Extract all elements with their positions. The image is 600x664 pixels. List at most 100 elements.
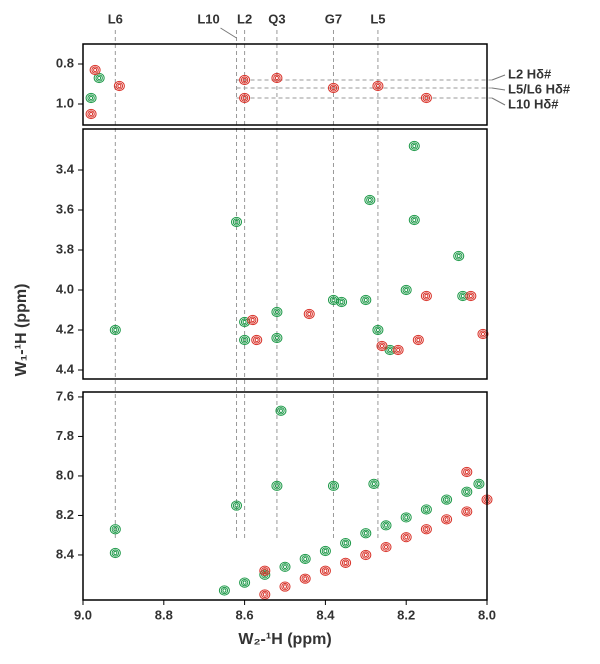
contour <box>273 334 281 342</box>
contour <box>475 480 483 488</box>
contour <box>343 560 348 566</box>
peak <box>109 524 121 535</box>
contour <box>372 324 384 336</box>
contour <box>364 194 376 206</box>
contour <box>331 85 336 91</box>
y-tick-label: 8.0 <box>56 467 74 482</box>
contour <box>336 296 348 308</box>
contour <box>341 559 350 567</box>
y-tick-label: 4.4 <box>56 361 75 376</box>
contour <box>240 578 249 587</box>
contour <box>412 334 424 346</box>
contour <box>87 94 95 102</box>
x-axis-label: W₂-¹H (ppm) <box>238 631 331 648</box>
contour <box>262 568 267 574</box>
contour <box>239 92 251 104</box>
contour <box>374 82 382 90</box>
contour <box>380 520 392 531</box>
contour <box>424 95 429 101</box>
peak <box>279 581 291 592</box>
contour <box>424 293 429 299</box>
contour <box>464 469 469 475</box>
contour <box>283 564 287 570</box>
contour <box>360 294 372 306</box>
peak <box>319 545 331 557</box>
y-tick-label: 4.2 <box>56 321 74 336</box>
contour <box>473 478 485 489</box>
contour <box>274 483 279 489</box>
contour <box>222 588 227 593</box>
peak <box>372 324 384 336</box>
contour <box>329 84 338 92</box>
contour <box>89 95 94 101</box>
contour <box>444 497 449 502</box>
contour <box>109 524 121 535</box>
peak <box>376 340 388 352</box>
contour <box>240 336 249 344</box>
peak <box>327 480 339 491</box>
contour <box>277 407 285 415</box>
contour <box>378 342 386 350</box>
contour <box>271 306 283 318</box>
contour <box>113 80 125 92</box>
panel-frame <box>82 128 488 380</box>
peak <box>303 308 315 320</box>
contour <box>299 573 311 584</box>
peak <box>461 466 473 478</box>
peak <box>360 528 372 539</box>
contour <box>274 309 279 315</box>
peak <box>420 504 432 515</box>
contour <box>254 337 259 343</box>
peak <box>247 314 259 326</box>
contour <box>479 330 487 338</box>
contour <box>274 75 279 81</box>
contour <box>414 336 423 344</box>
peak <box>275 405 287 416</box>
contour <box>301 555 309 563</box>
contour <box>89 111 94 117</box>
peak <box>239 577 251 588</box>
contour <box>281 582 289 591</box>
contour <box>408 214 420 226</box>
contour <box>97 75 102 81</box>
peak <box>453 250 465 262</box>
contour <box>321 547 330 555</box>
contour <box>380 541 392 553</box>
peak <box>477 328 489 340</box>
contour <box>455 252 463 260</box>
contour <box>467 292 475 300</box>
peak <box>271 306 283 318</box>
peak <box>380 520 392 531</box>
contour <box>91 66 99 74</box>
peak <box>336 296 348 308</box>
contour <box>111 549 120 557</box>
contour <box>262 592 267 597</box>
contour <box>370 480 378 488</box>
contour <box>261 590 269 599</box>
contour <box>404 515 409 520</box>
assignment-label: G7 <box>325 11 342 26</box>
contour <box>343 540 348 546</box>
contour <box>392 344 404 356</box>
peak <box>420 290 432 302</box>
peak <box>89 64 101 76</box>
contour <box>382 543 390 551</box>
contour <box>368 478 380 489</box>
leader <box>491 97 506 106</box>
peak <box>364 194 376 206</box>
contour <box>402 533 410 541</box>
peak <box>319 565 331 576</box>
contour <box>339 299 344 305</box>
peak <box>259 589 271 600</box>
contour <box>442 515 451 524</box>
contour <box>242 319 247 325</box>
contour <box>301 575 309 583</box>
contour <box>477 328 489 340</box>
contour <box>259 569 271 580</box>
contour <box>274 335 279 341</box>
contour <box>111 326 120 334</box>
contour <box>218 585 230 596</box>
contour <box>408 140 420 152</box>
contour <box>442 495 451 504</box>
